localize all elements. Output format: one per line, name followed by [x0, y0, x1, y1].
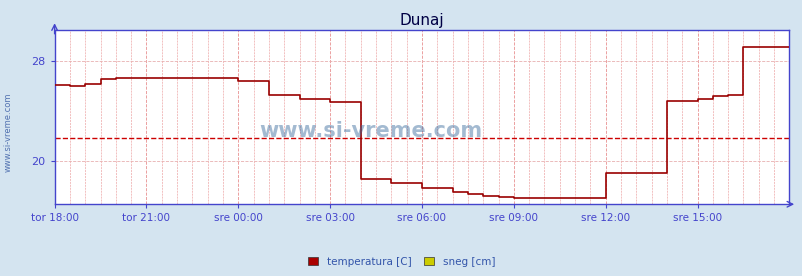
Text: www.si-vreme.com: www.si-vreme.com	[3, 93, 13, 172]
Text: www.si-vreme.com: www.si-vreme.com	[259, 121, 481, 141]
Title: Dunaj: Dunaj	[399, 13, 444, 28]
Legend: temperatura [C], sneg [cm]: temperatura [C], sneg [cm]	[303, 253, 499, 271]
